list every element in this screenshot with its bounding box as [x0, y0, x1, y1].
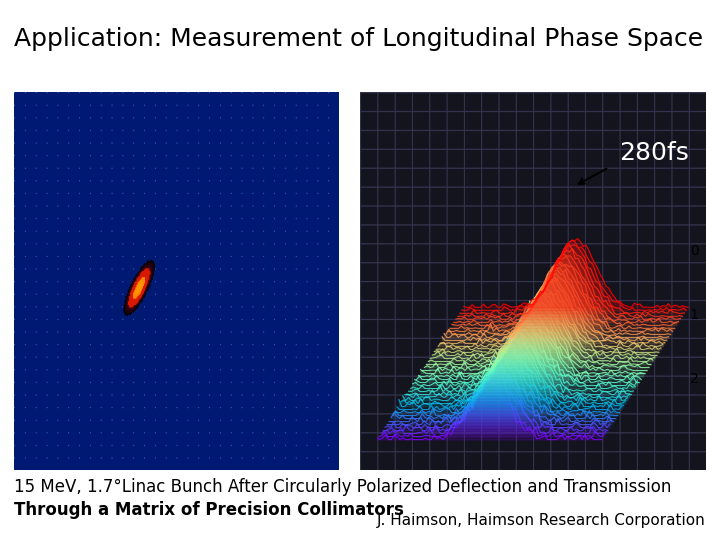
- Text: 15 MeV, 1.7°Linac Bunch After Circularly Polarized Deflection and Transmission: 15 MeV, 1.7°Linac Bunch After Circularly…: [14, 478, 672, 496]
- Text: 0: 0: [690, 244, 698, 258]
- Text: 2: 2: [690, 372, 698, 386]
- Text: J. Haimson, Haimson Research Corporation: J. Haimson, Haimson Research Corporation: [377, 513, 706, 528]
- Text: 280fs: 280fs: [619, 141, 689, 165]
- Text: 1: 1: [690, 308, 698, 322]
- FancyBboxPatch shape: [14, 92, 338, 470]
- Text: Application: Measurement of Longitudinal Phase Space: Application: Measurement of Longitudinal…: [14, 27, 703, 51]
- Text: Through a Matrix of Precision Collimators: Through a Matrix of Precision Collimator…: [14, 501, 404, 518]
